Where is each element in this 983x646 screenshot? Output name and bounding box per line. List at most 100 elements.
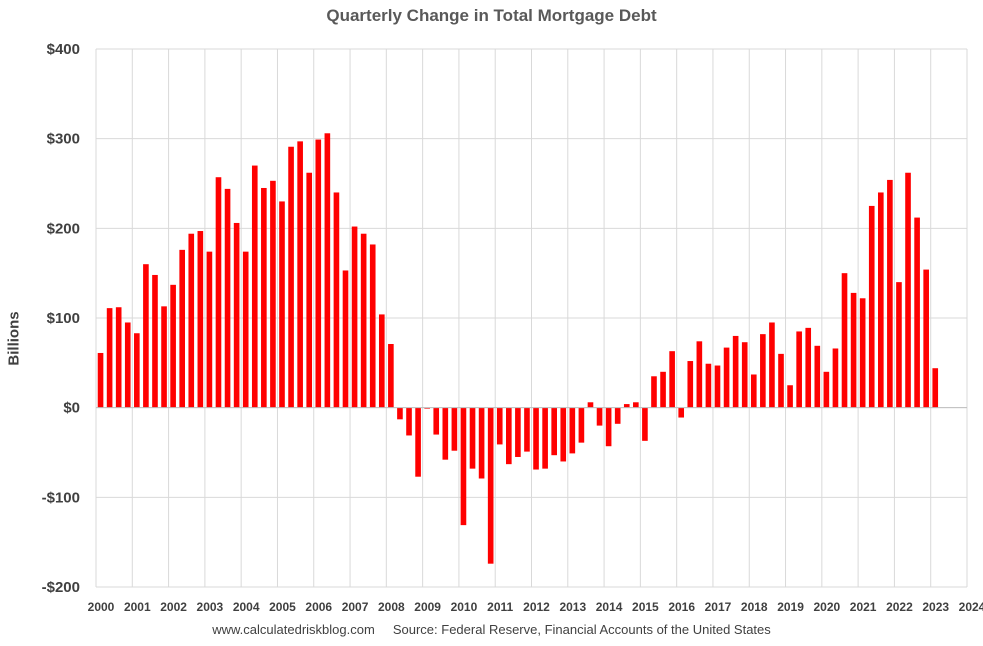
bar: [515, 407, 521, 457]
bar: [778, 353, 784, 408]
x-tick-label: 2020: [813, 600, 840, 614]
x-tick-label: 2010: [451, 600, 478, 614]
bar: [560, 407, 567, 462]
bar: [877, 192, 884, 408]
bar: [170, 284, 176, 408]
bar: [97, 352, 104, 408]
bar: [723, 347, 730, 408]
x-tick-label: 2016: [668, 600, 695, 614]
x-tick-label: 2018: [741, 600, 768, 614]
bar: [288, 146, 294, 408]
bar: [859, 298, 866, 408]
bar: [841, 273, 848, 408]
bar: [896, 282, 902, 408]
bar: [351, 226, 358, 408]
gridlines: [95, 48, 968, 588]
x-tick-label: 2001: [124, 600, 151, 614]
bar: [315, 139, 322, 408]
bar: [333, 192, 340, 408]
y-tick-label: -$100: [42, 489, 80, 506]
x-tick-label: 2003: [197, 600, 224, 614]
x-tick-label: 2017: [705, 600, 732, 614]
bar: [487, 407, 494, 564]
bar: [614, 407, 621, 424]
bar: [796, 331, 802, 408]
bar: [660, 371, 666, 408]
bar: [905, 172, 911, 408]
bar: [360, 233, 367, 408]
bar: [115, 307, 122, 408]
x-tick-label: 2013: [559, 600, 586, 614]
bar: [741, 342, 748, 408]
bar: [732, 335, 739, 408]
bar: [750, 374, 757, 408]
bar: [850, 292, 857, 408]
bar: [451, 407, 458, 451]
bar: [124, 322, 131, 408]
bar: [651, 376, 657, 408]
y-tick-label: -$200: [42, 579, 80, 596]
bar: [242, 251, 249, 408]
y-tick-label: $300: [47, 131, 80, 148]
bar: [542, 407, 548, 469]
bar: [233, 222, 240, 408]
bar: [696, 341, 703, 408]
y-tick-label: $200: [47, 220, 80, 237]
bar: [442, 407, 449, 460]
bar: [578, 407, 585, 443]
bar: [406, 407, 412, 436]
bar: [669, 351, 675, 408]
bar: [868, 205, 875, 408]
x-tick-label: 2011: [487, 600, 513, 614]
bar: [769, 322, 775, 408]
bar: [179, 249, 186, 408]
x-tick-label: 2014: [596, 600, 623, 614]
x-tick-label: 2002: [160, 600, 187, 614]
bar: [587, 402, 594, 408]
bar: [469, 407, 476, 469]
bar: [415, 407, 421, 477]
bar: [705, 363, 712, 408]
x-tick-label: 2022: [886, 600, 913, 614]
x-tick-label: 2024: [959, 600, 983, 614]
bar: [106, 308, 113, 408]
bar: [143, 264, 149, 408]
bar: [787, 385, 793, 408]
bar: [524, 407, 530, 452]
bar: [433, 407, 440, 435]
x-tick-label: 2021: [850, 600, 877, 614]
bar: [760, 334, 766, 408]
x-tick-label: 2009: [414, 600, 441, 614]
bar: [206, 251, 213, 408]
bar: [714, 365, 721, 408]
x-tick-label: 2005: [269, 600, 296, 614]
bar: [687, 361, 694, 408]
bar: [623, 404, 630, 408]
bar: [533, 407, 539, 470]
bar: [215, 177, 222, 408]
bar: [887, 179, 893, 408]
bar: [306, 172, 313, 408]
bar: [551, 407, 557, 456]
x-tick-label: 2019: [777, 600, 804, 614]
x-tick-label: 2004: [233, 600, 260, 614]
bars: [97, 133, 939, 564]
x-tick-label: 2012: [523, 600, 550, 614]
bar: [324, 133, 331, 408]
bar: [279, 201, 285, 408]
bar: [270, 180, 276, 408]
bar: [805, 327, 812, 408]
bar: [923, 269, 929, 408]
bar: [188, 233, 195, 408]
bar: [397, 407, 403, 420]
x-tick-label: 2015: [632, 600, 659, 614]
bar: [823, 371, 830, 408]
bar: [914, 217, 920, 408]
bar: [342, 270, 349, 408]
bar: [814, 345, 821, 408]
bar: [197, 231, 204, 408]
bar: [460, 407, 467, 526]
bar: [261, 187, 267, 408]
bar: [478, 407, 485, 479]
